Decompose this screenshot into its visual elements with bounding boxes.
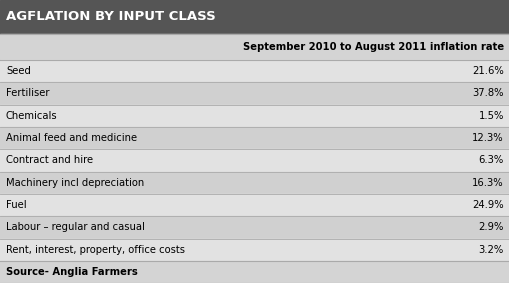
Bar (0, 0, 509, 34)
Bar (0, 172, 509, 194)
Text: 6.3%: 6.3% (478, 155, 503, 166)
Text: 21.6%: 21.6% (471, 66, 503, 76)
Bar (0, 34, 509, 60)
Bar (0, 149, 509, 172)
Bar (0, 127, 509, 149)
Bar (0, 194, 509, 216)
Bar (0, 82, 509, 105)
Text: AGFLATION BY INPUT CLASS: AGFLATION BY INPUT CLASS (6, 10, 215, 23)
Text: Source- Anglia Farmers: Source- Anglia Farmers (6, 267, 137, 277)
Text: Contract and hire: Contract and hire (6, 155, 93, 166)
Text: Machinery incl depreciation: Machinery incl depreciation (6, 178, 144, 188)
Text: Seed: Seed (6, 66, 31, 76)
Text: 37.8%: 37.8% (471, 89, 503, 98)
Bar (0, 239, 509, 261)
Text: 24.9%: 24.9% (471, 200, 503, 210)
Text: September 2010 to August 2011 inflation rate: September 2010 to August 2011 inflation … (242, 42, 503, 52)
Text: Labour – regular and casual: Labour – regular and casual (6, 222, 145, 233)
Text: 1.5%: 1.5% (477, 111, 503, 121)
Bar (0, 60, 509, 82)
Text: Rent, interest, property, office costs: Rent, interest, property, office costs (6, 245, 185, 255)
Bar (0, 216, 509, 239)
Text: 3.2%: 3.2% (478, 245, 503, 255)
Text: 16.3%: 16.3% (471, 178, 503, 188)
Text: 2.9%: 2.9% (477, 222, 503, 233)
Text: 12.3%: 12.3% (471, 133, 503, 143)
Bar (0, 261, 509, 283)
Text: Animal feed and medicine: Animal feed and medicine (6, 133, 137, 143)
Text: Chemicals: Chemicals (6, 111, 58, 121)
Text: Fuel: Fuel (6, 200, 26, 210)
Text: Fertiliser: Fertiliser (6, 89, 49, 98)
Bar (0, 105, 509, 127)
